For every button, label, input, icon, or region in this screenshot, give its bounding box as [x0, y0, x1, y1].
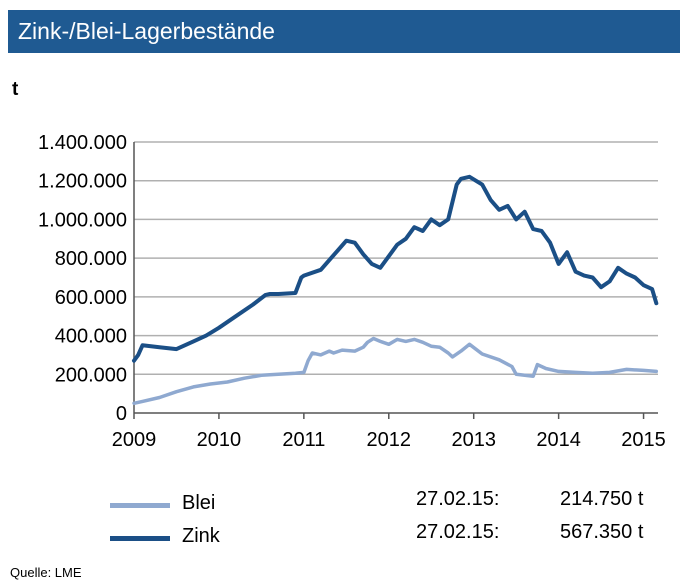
legend-value-blei: 214.750 t	[560, 488, 644, 510]
legend-value-zink: 567.350 t	[560, 521, 644, 543]
x-tick-label: 2010	[197, 429, 242, 451]
legend-swatch-blei	[110, 503, 170, 508]
y-tick-label: 200.000	[55, 364, 127, 386]
y-tick-label: 800.000	[55, 248, 127, 270]
y-tick-label: 1.200.000	[38, 171, 127, 193]
x-tick-label: 2014	[536, 429, 581, 451]
y-tick-label: 0	[116, 403, 127, 425]
y-unit-label: t	[12, 79, 19, 100]
x-tick-label: 2011	[282, 429, 325, 451]
y-tick-label: 600.000	[55, 287, 127, 309]
x-tick-label: 2015	[621, 429, 666, 451]
title-bar: Zink-/Blei-Lagerbestände	[8, 10, 680, 53]
legend-label-zink: Zink	[182, 525, 220, 547]
legend-date-zink: 27.02.15:	[416, 521, 500, 543]
series-line-zink	[132, 174, 659, 363]
legend-label-blei: Blei	[182, 492, 216, 514]
y-tick-label: 1.000.000	[38, 209, 127, 231]
y-tick-label: 400.000	[55, 326, 127, 348]
chart-title: Zink-/Blei-Lagerbestände	[18, 18, 275, 44]
series-line-blei	[132, 336, 659, 406]
legend-date-blei: 27.02.15:	[416, 488, 500, 510]
source-note: Quelle: LME	[10, 565, 82, 580]
legend-swatch-zink	[110, 536, 170, 541]
x-tick-label: 2009	[112, 429, 157, 451]
x-tick-label: 2012	[367, 429, 412, 451]
y-tick-label: 1.400.000	[38, 132, 127, 154]
x-tick-label: 2013	[451, 429, 496, 451]
